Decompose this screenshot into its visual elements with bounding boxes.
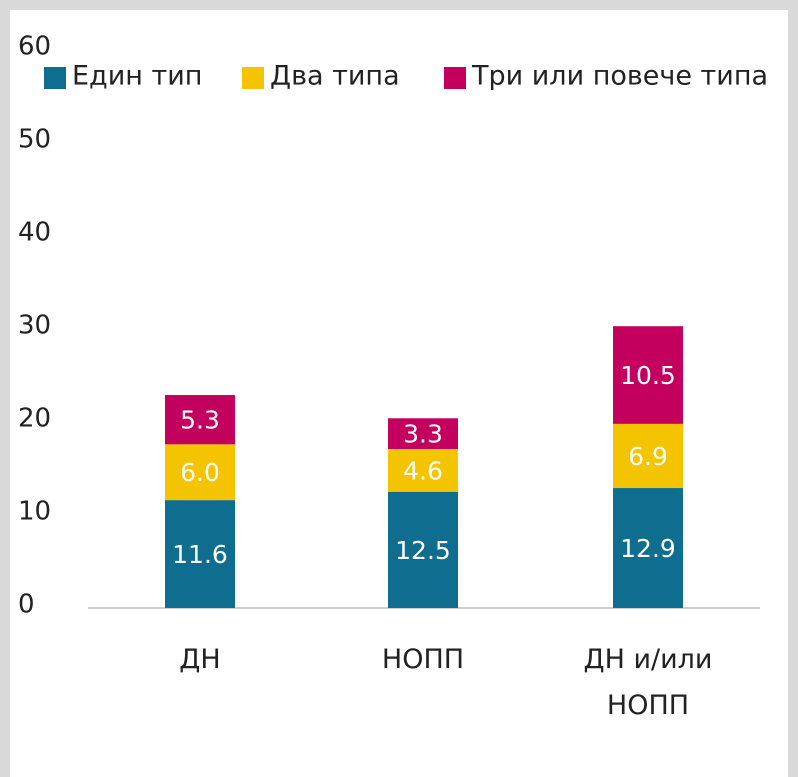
value-label: 12.9: [620, 534, 676, 563]
legend-label: Един тип: [72, 61, 202, 92]
value-label: 5.3: [180, 406, 220, 435]
y-tick-label: 60: [18, 32, 51, 62]
x-tick-label: ДН: [179, 644, 221, 675]
y-tick-label: 40: [18, 218, 51, 248]
x-tick-label: НОПП: [381, 644, 465, 675]
value-label: 4.6: [403, 456, 443, 485]
value-label: 6.9: [628, 442, 668, 471]
y-tick-label: 0: [18, 590, 35, 620]
bar-segment: [388, 448, 458, 492]
bar-segment: [388, 418, 458, 449]
bar-segment: [613, 326, 683, 424]
legend-label: Два типа: [270, 61, 400, 92]
bar-segment: [388, 491, 458, 608]
y-tick-label: 50: [18, 125, 51, 155]
y-tick-label: 30: [18, 311, 51, 341]
y-tick-label: 20: [18, 404, 51, 434]
x-tick-label: ДН и/или НОПП: [583, 644, 713, 721]
value-label: 3.3: [403, 420, 443, 449]
bar-segment: [165, 395, 235, 445]
bar-segment: [613, 488, 683, 608]
y-tick-label: 10: [18, 497, 51, 527]
legend-swatch: [44, 67, 66, 89]
value-label: 12.5: [395, 536, 451, 565]
value-label: 11.6: [172, 540, 228, 569]
legend-swatch: [444, 67, 466, 89]
legend-label: Три или повече типа: [471, 61, 768, 92]
bar-segment: [613, 423, 683, 489]
value-label: 6.0: [180, 458, 220, 487]
bar-segment: [165, 444, 235, 501]
bar-segment: [165, 500, 235, 608]
legend-swatch: [242, 67, 264, 89]
value-label: 10.5: [620, 361, 676, 390]
